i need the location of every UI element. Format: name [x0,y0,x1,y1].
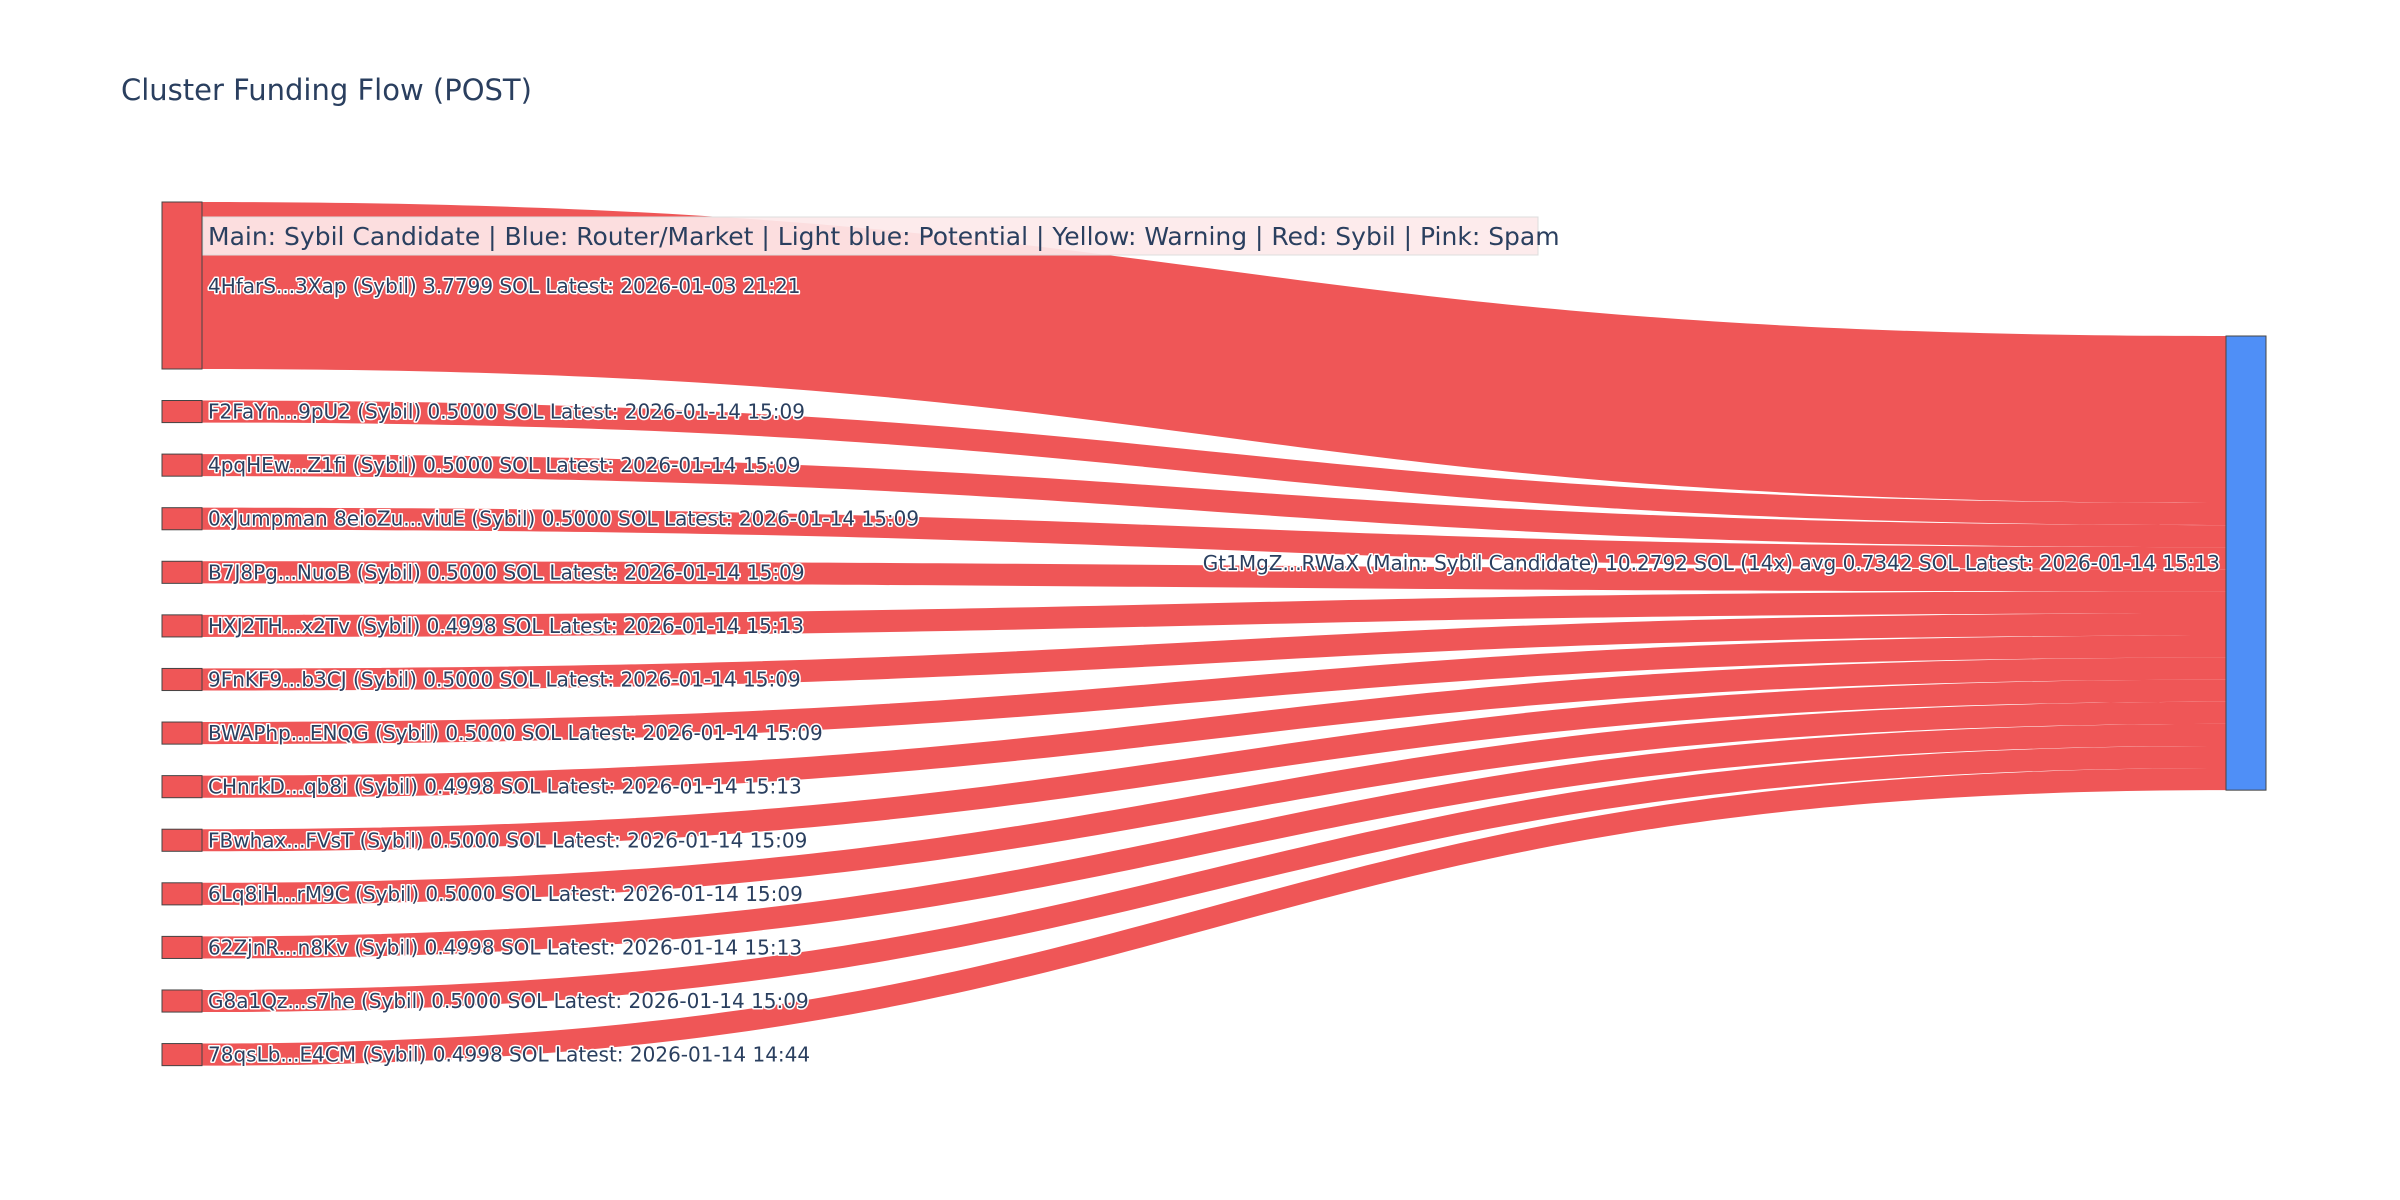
source-node-label-13: G8a1Qz...s7he (Sybil) 0.5000 SOL Latest:… [208,989,809,1013]
source-node-4[interactable] [161,507,203,531]
source-node-label-4: 0xJumpman 8eioZu...viuE (Sybil) 0.5000 S… [208,507,919,531]
source-node-label-5: B7J8Pg...NuoB (Sybil) 0.5000 SOL Latest:… [208,560,805,584]
source-node-label-9: CHnrkD...qb8i (Sybil) 0.4998 SOL Latest:… [208,775,802,799]
source-node-label-2: F2FaYn...9pU2 (Sybil) 0.5000 SOL Latest:… [208,400,805,424]
flow-link-5 [202,561,2226,592]
source-node-label-10: FBwhax...FVsT (Sybil) 0.5000 SOL Latest:… [208,828,807,852]
target-node-label: Gt1MgZ...RWaX (Main: Sybil Candidate) 10… [1203,551,2220,575]
legend-text: Main: Sybil Candidate | Blue: Router/Mar… [208,222,1560,251]
source-node-12[interactable] [161,935,203,959]
source-node-5[interactable] [161,560,203,584]
source-node-label-8: BWAPhp...ENQG (Sybil) 0.5000 SOL Latest:… [208,721,823,745]
source-node-14[interactable] [161,1043,203,1067]
target-node[interactable] [2225,335,2267,791]
source-node-label-7: 9FnKF9...b3CJ (Sybil) 0.5000 SOL Latest:… [208,667,801,691]
chart-title: Cluster Funding Flow (POST) [121,73,532,107]
flow-links [202,202,2226,1066]
source-node-7[interactable] [161,667,203,692]
flow-link-1 [202,202,2226,503]
legend: Main: Sybil Candidate | Blue: Router/Mar… [202,216,1560,256]
source-node-label-12: 62ZjnR...n8Kv (Sybil) 0.4998 SOL Latest:… [208,935,802,959]
source-node-11[interactable] [161,882,203,906]
source-node-9[interactable] [161,775,203,799]
source-node-label-3: 4pqHEw...Z1fi (Sybil) 0.5000 SOL Latest:… [208,453,800,477]
flow-link-10 [202,679,2226,852]
source-node-10[interactable] [161,828,203,852]
flow-link-3 [202,454,2226,548]
flow-link-6 [202,591,2226,637]
source-node-label-11: 6Lq8iH...rM9C (Sybil) 0.5000 SOL Latest:… [208,882,803,906]
flow-link-2 [202,400,2226,526]
source-node-3[interactable] [161,453,203,477]
flow-link-9 [202,657,2226,798]
source-node-1[interactable] [161,201,203,370]
source-node-13[interactable] [161,989,203,1013]
flow-link-7 [202,613,2226,691]
flow-link-12 [202,723,2226,959]
source-node-8[interactable] [161,721,203,745]
flow-link-13 [202,745,2226,1013]
flow-link-14 [202,768,2226,1066]
source-node-6[interactable] [161,614,203,638]
nodes [161,201,2267,1067]
flow-link-4 [202,507,2226,570]
source-node-2[interactable] [161,400,203,424]
flow-link-11 [202,701,2226,905]
legend-box [202,216,1539,256]
source-node-label-14: 78qsLb...E4CM (Sybil) 0.4998 SOL Latest:… [208,1043,810,1067]
node-labels: 4HfarS...3Xap (Sybil) 3.7799 SOL Latest:… [207,273,2222,1069]
source-node-label-6: HXJ2TH...x2Tv (Sybil) 0.4998 SOL Latest:… [208,614,804,638]
flow-link-8 [202,635,2226,745]
source-node-label-1: 4HfarS...3Xap (Sybil) 3.7799 SOL Latest:… [208,274,801,298]
